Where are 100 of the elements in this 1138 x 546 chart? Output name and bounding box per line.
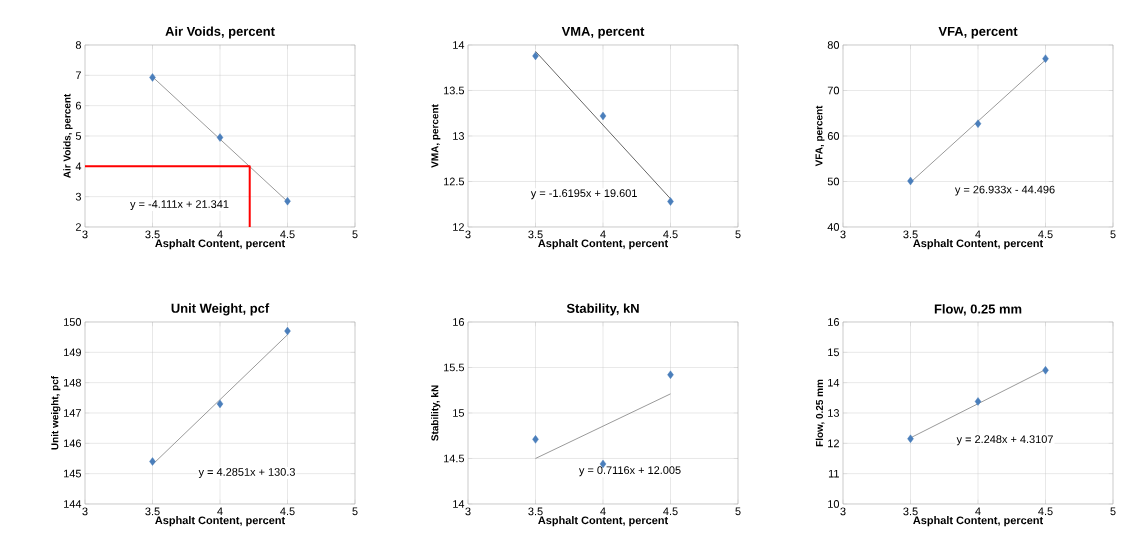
x-axis-title: Asphalt Content, percent [538,516,669,527]
point [149,73,156,82]
x-tick-label: 3.5 [528,507,543,516]
y-tick-label: 144 [64,500,82,508]
point [1042,54,1049,63]
point [667,370,674,379]
annotation: y = 4.2851x + 130.3 [198,468,295,478]
x-tick-label: 3.5 [145,230,160,239]
y-tick-label: 13 [453,132,464,140]
x-tick-label: 3.5 [528,230,543,239]
x-tick-label: 3 [465,230,471,239]
annotation: y = -1.6195x + 19.601 [530,189,637,200]
y-tick-label: 4 [75,162,82,171]
annotation: y = 2.248x + 4.3107 [956,435,1053,446]
y-tick-label: 149 [64,348,81,357]
y-axis-title: VMA, percent [431,104,441,168]
annotation: y = -4.111x + 21.341 [130,200,229,211]
x-tick-label: 5 [352,230,358,239]
point [667,197,674,206]
x-tick-label: 3 [840,230,846,239]
chart-title: VMA, percent [561,26,645,39]
y-tick-label: 146 [64,439,81,448]
y-tick-label: 80 [827,41,840,49]
x-tick-label: 4 [217,507,223,516]
x-axis-title: Asphalt Content, percent [155,516,286,527]
x-tick-label: 3 [82,507,88,516]
point [216,133,224,142]
y-tick-label: 13.5 [443,86,465,95]
y-axis-title: Flow, 0.25 mm [815,379,825,447]
x-tick-label: 5 [735,230,741,239]
y-tick-label: 12 [828,439,839,448]
chart-title: Unit Weight, pcf [171,303,270,316]
y-tick-label: 2 [75,223,81,231]
y-tick-label: 14 [453,500,465,508]
y-tick-label: 40 [827,223,840,231]
x-tick-label: 3 [82,230,88,239]
x-tick-label: 4.5 [663,507,678,516]
x-tick-label: 4 [217,230,223,239]
x-tick-label: 5 [352,507,358,516]
y-tick-label: 16 [453,318,464,326]
point [974,397,982,406]
y-tick-label: 12 [453,223,464,231]
x-axis-title: Asphalt Content, percent [913,239,1044,250]
y-tick-label: 147 [64,409,81,417]
x-axis-title: Asphalt Content, percent [913,516,1044,527]
point [1042,366,1049,375]
x-tick-label: 3 [465,507,471,516]
x-tick-label: 4.5 [663,230,678,239]
y-axis-title: Air Voids, percent [63,93,73,178]
y-axis-title: Unit weight, pcf [51,375,61,450]
x-axis-title: Asphalt Content, percent [155,239,286,250]
y-tick-label: 6 [75,101,82,110]
point [149,457,156,466]
y-tick-label: 11 [828,469,839,478]
point [907,434,914,443]
annotation: y = 0.7116x + 12.005 [578,466,681,477]
y-tick-label: 50 [827,177,840,186]
point [284,197,291,206]
x-tick-label: 4.5 [1038,230,1053,239]
y-tick-label: 70 [827,86,840,95]
point [974,119,982,128]
point [216,399,224,409]
y-tick-label: 60 [827,132,840,140]
x-tick-label: 5 [735,507,741,516]
y-tick-label: 5 [75,132,82,140]
y-tick-label: 8 [75,41,82,49]
y-tick-label: 14.5 [443,454,465,463]
y-tick-label: 15 [828,348,840,357]
y-tick-label: 15 [453,409,465,417]
x-tick-label: 3.5 [903,230,918,239]
chart-title: VFA, percent [938,26,1018,39]
point [284,326,291,336]
point [532,51,539,61]
y-tick-label: 14 [828,378,840,387]
x-axis-title: Asphalt Content, percent [538,239,669,250]
chart-title: Flow, 0.25 mm [934,304,1022,316]
x-tick-label: 4 [975,507,981,516]
y-tick-label: 150 [64,318,82,326]
y-tick-label: 14 [453,41,465,49]
chart-title: Stability, kN [566,303,639,316]
x-tick-label: 4 [600,230,606,239]
x-tick-label: 4 [975,230,981,239]
y-axis-title: VFA, percent [815,105,825,167]
x-tick-label: 4.5 [1038,507,1053,516]
y-tick-label: 15.5 [443,363,465,372]
x-tick-label: 3 [840,507,846,516]
y-tick-label: 12.5 [443,177,465,186]
y-tick-label: 10 [828,500,840,508]
x-tick-label: 4.5 [280,230,295,239]
y-tick-label: 148 [64,378,81,387]
y-tick-label: 7 [75,71,81,80]
point [532,435,539,444]
x-tick-label: 3.5 [145,507,160,516]
point [907,176,914,186]
annotation: y = 26.933x - 44.496 [954,185,1055,196]
x-tick-label: 3.5 [903,507,918,516]
x-tick-label: 5 [1110,230,1116,239]
y-tick-label: 3 [75,192,82,201]
point [599,111,607,121]
y-tick-label: 13 [828,409,839,417]
